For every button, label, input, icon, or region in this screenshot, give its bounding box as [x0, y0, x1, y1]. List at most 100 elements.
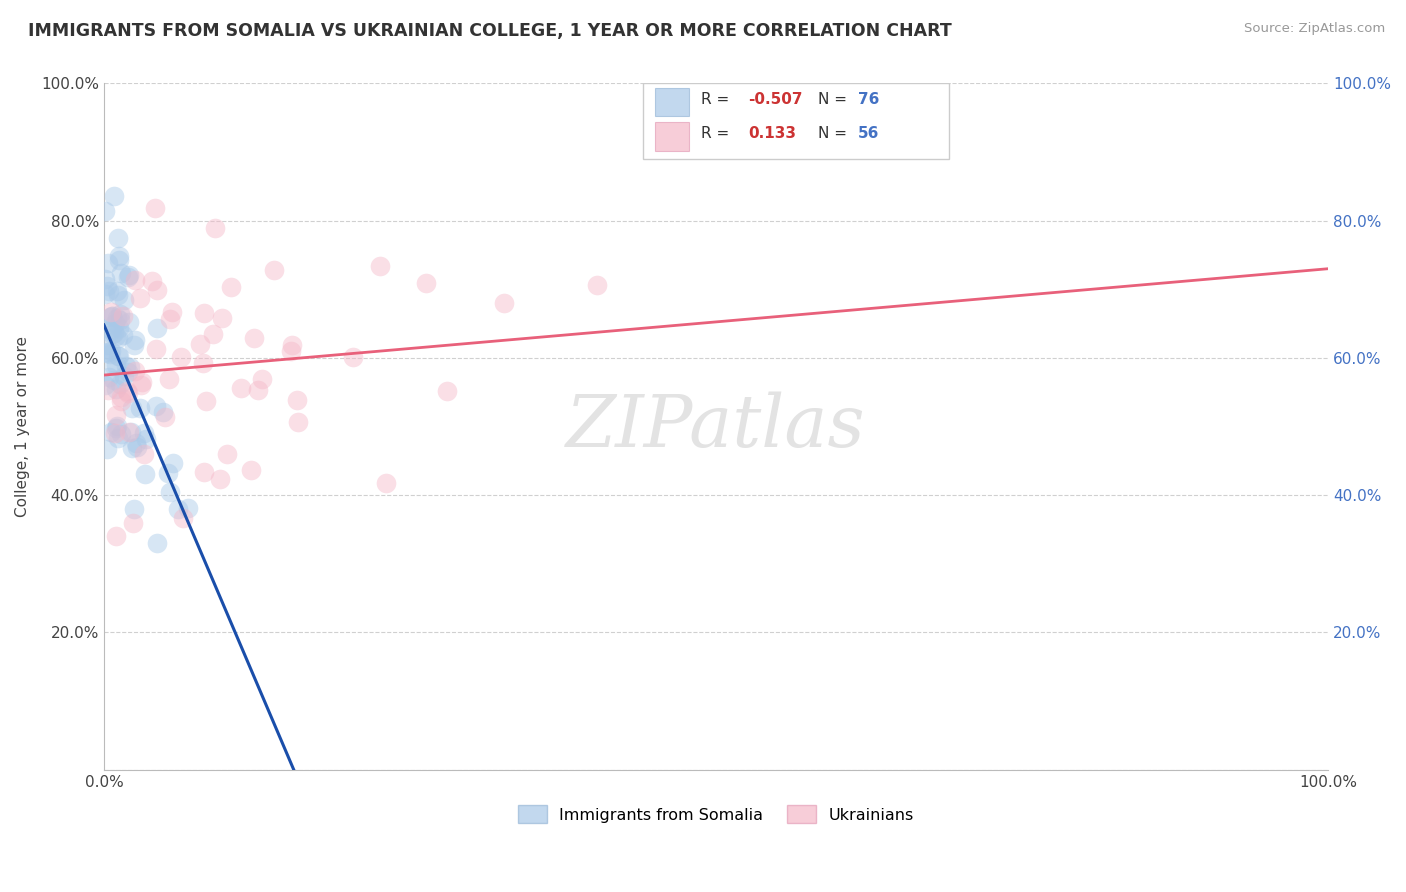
Point: [141, 274, 163, 288]
Point: [110, 267, 132, 281]
Point: [134, 447, 156, 461]
Point: [101, 309, 124, 323]
Point: [194, 394, 217, 409]
Point: [152, 405, 174, 419]
Text: -0.507: -0.507: [748, 93, 803, 107]
Point: [112, 369, 135, 384]
Point: [586, 278, 609, 293]
Point: [104, 359, 127, 373]
Point: [108, 249, 131, 263]
Point: [107, 349, 129, 363]
Point: [98, 347, 121, 361]
Point: [107, 330, 129, 344]
Point: [93, 203, 115, 218]
Point: [94, 345, 117, 359]
Point: [134, 467, 156, 481]
FancyBboxPatch shape: [643, 84, 949, 159]
Point: [105, 419, 128, 434]
Point: [103, 359, 125, 373]
Point: [157, 372, 180, 386]
Point: [111, 327, 134, 342]
Point: [263, 263, 285, 277]
Point: [146, 284, 169, 298]
Point: [103, 326, 125, 341]
Point: [120, 359, 142, 374]
Point: [159, 484, 181, 499]
Point: [97, 256, 120, 270]
Point: [153, 409, 176, 424]
Point: [98, 310, 121, 324]
Point: [118, 268, 141, 282]
Point: [101, 309, 124, 323]
Y-axis label: College, 1 year or more: College, 1 year or more: [15, 336, 30, 517]
Text: Source: ZipAtlas.com: Source: ZipAtlas.com: [1244, 22, 1385, 36]
Point: [121, 441, 143, 455]
Point: [120, 425, 142, 440]
Point: [94, 346, 117, 360]
Point: [280, 344, 302, 359]
Point: [202, 327, 225, 342]
Point: [193, 466, 215, 480]
Point: [162, 305, 184, 319]
Point: [231, 381, 253, 395]
Point: [122, 516, 145, 531]
Point: [145, 400, 167, 414]
Point: [281, 337, 304, 351]
Point: [193, 356, 215, 370]
Point: [492, 295, 515, 310]
Text: IMMIGRANTS FROM SOMALIA VS UKRAINIAN COLLEGE, 1 YEAR OR MORE CORRELATION CHART: IMMIGRANTS FROM SOMALIA VS UKRAINIAN COL…: [28, 22, 952, 40]
Point: [122, 338, 145, 352]
Point: [125, 436, 148, 450]
Point: [110, 394, 132, 409]
Point: [128, 401, 150, 415]
Point: [117, 365, 139, 379]
Text: N =: N =: [818, 126, 852, 141]
Point: [105, 310, 128, 325]
Text: R =: R =: [702, 126, 734, 141]
Point: [107, 321, 129, 335]
Point: [146, 536, 169, 550]
Text: ZIPatlas: ZIPatlas: [567, 392, 866, 462]
Point: [118, 425, 141, 439]
Point: [107, 431, 129, 445]
Point: [204, 221, 226, 235]
Point: [436, 384, 458, 398]
Point: [162, 456, 184, 470]
Point: [143, 201, 166, 215]
Point: [374, 476, 396, 491]
Point: [97, 383, 120, 397]
Point: [100, 305, 122, 319]
Text: 56: 56: [858, 126, 879, 141]
Point: [342, 351, 364, 365]
Point: [100, 323, 122, 337]
Point: [101, 326, 124, 341]
Point: [94, 271, 117, 285]
Point: [94, 287, 117, 301]
Point: [103, 189, 125, 203]
FancyBboxPatch shape: [655, 87, 689, 116]
Point: [146, 320, 169, 334]
Point: [105, 529, 128, 543]
Point: [128, 291, 150, 305]
Point: [115, 359, 138, 373]
Point: [243, 331, 266, 345]
Point: [105, 285, 128, 299]
Point: [131, 376, 153, 390]
Point: [188, 337, 211, 351]
Point: [110, 307, 132, 321]
Point: [127, 440, 149, 454]
Point: [110, 313, 132, 327]
Point: [93, 378, 115, 392]
Point: [98, 285, 121, 299]
Point: [107, 231, 129, 245]
Point: [124, 363, 146, 377]
Point: [96, 279, 118, 293]
Point: [215, 447, 238, 461]
Point: [135, 432, 157, 446]
Legend: Immigrants from Somalia, Ukrainians: Immigrants from Somalia, Ukrainians: [517, 805, 914, 823]
Point: [370, 259, 392, 273]
Point: [110, 390, 132, 404]
Point: [117, 386, 139, 401]
Point: [211, 311, 233, 326]
Point: [103, 316, 125, 330]
